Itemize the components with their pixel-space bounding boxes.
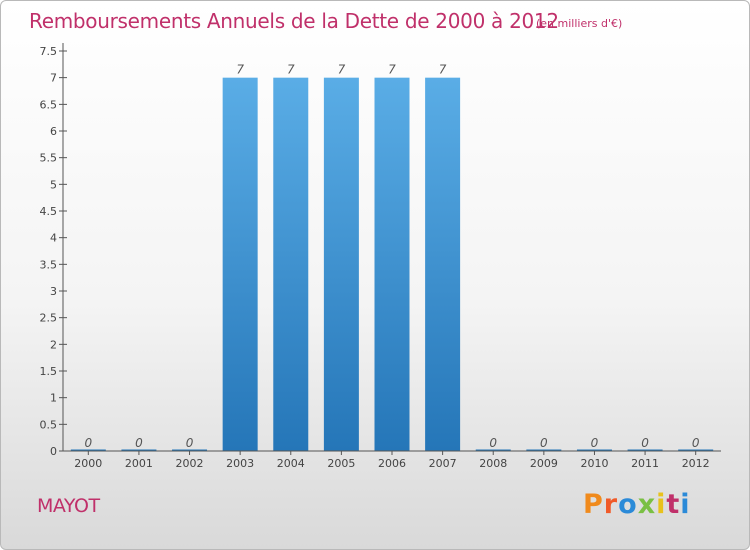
brand-letter: i	[680, 489, 691, 520]
y-tick-label: 7.5	[40, 45, 58, 58]
bar-2001	[121, 449, 157, 451]
bar-2010	[576, 449, 612, 451]
bar-2004	[273, 77, 309, 452]
brand-letter: i	[656, 489, 667, 520]
data-label-2000: 0	[84, 436, 92, 450]
y-tick-label: 1.5	[40, 365, 58, 378]
data-label-2005: 7	[338, 63, 346, 77]
bar-2005	[323, 77, 359, 452]
y-tick-label: 4.5	[40, 205, 58, 218]
x-tick-label-2006: 2006	[378, 457, 406, 470]
proxiti-logo: Proxiti	[583, 489, 691, 520]
data-label-2009: 0	[540, 436, 548, 450]
commune-name: MAYOT	[37, 495, 100, 517]
bar-2007	[425, 77, 461, 452]
x-tick-label-2012: 2012	[682, 457, 710, 470]
brand-letter: o	[618, 489, 638, 520]
data-label-2007: 7	[439, 63, 447, 77]
y-tick-label: 0.5	[40, 418, 58, 431]
brand-letter: x	[637, 489, 657, 520]
bar-2003	[222, 77, 258, 452]
x-tick-label-2003: 2003	[226, 457, 254, 470]
x-tick-label-2005: 2005	[327, 457, 355, 470]
x-tick-label-2001: 2001	[125, 457, 153, 470]
x-tick-label-2000: 2000	[74, 457, 102, 470]
bar-2006	[374, 77, 410, 452]
data-label-2006: 7	[388, 63, 396, 77]
y-tick-label: 2.5	[40, 312, 58, 325]
y-tick-label: 1	[50, 392, 57, 405]
bar-2000	[70, 449, 106, 451]
data-label-2011: 0	[641, 436, 649, 450]
x-tick-label-2002: 2002	[176, 457, 204, 470]
bar-2011	[627, 449, 663, 451]
y-tick-label: 4	[50, 232, 57, 245]
x-tick-label-2009: 2009	[530, 457, 558, 470]
y-tick-label: 3.5	[40, 258, 58, 271]
x-tick-label-2010: 2010	[580, 457, 608, 470]
data-label-2001: 0	[135, 436, 143, 450]
x-tick-label-2011: 2011	[631, 457, 659, 470]
data-label-2002: 0	[186, 436, 194, 450]
unit-note: (en milliers d'€)	[536, 17, 623, 30]
brand-letter: t	[666, 489, 681, 520]
brand-letter: P	[583, 489, 604, 520]
y-tick-label: 5.5	[40, 152, 58, 165]
chart-title: Remboursements Annuels de la Dette de 20…	[29, 9, 559, 33]
bar-2002	[172, 449, 208, 451]
data-label-2008: 0	[489, 436, 497, 450]
y-tick-label: 2	[50, 338, 57, 351]
data-label-2010: 0	[591, 436, 599, 450]
data-label-2004: 7	[287, 63, 295, 77]
data-label-2012: 0	[692, 436, 700, 450]
bar-2012	[678, 449, 714, 451]
y-tick-label: 6	[50, 125, 57, 138]
bar-2008	[475, 449, 511, 451]
data-label-2003: 7	[236, 63, 244, 77]
y-tick-label: 5	[50, 178, 57, 191]
x-tick-label-2007: 2007	[429, 457, 457, 470]
y-tick-label: 0	[50, 445, 57, 458]
x-tick-label-2004: 2004	[277, 457, 305, 470]
x-tick-label-2008: 2008	[479, 457, 507, 470]
y-tick-label: 6.5	[40, 98, 58, 111]
bar-2009	[526, 449, 562, 451]
y-tick-label: 7	[50, 72, 57, 85]
y-tick-label: 3	[50, 285, 57, 298]
brand-letter: r	[603, 489, 619, 520]
